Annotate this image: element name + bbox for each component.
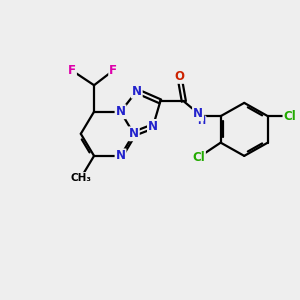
Text: N: N [116,105,126,118]
Text: F: F [109,64,117,77]
Text: Cl: Cl [284,110,296,123]
Text: F: F [68,64,76,77]
Text: N: N [148,120,158,133]
Text: Cl: Cl [192,151,205,164]
Text: CH₃: CH₃ [70,173,91,183]
Text: N: N [129,127,139,140]
Text: N: N [193,107,203,120]
Text: O: O [174,70,184,83]
Text: N: N [116,149,126,162]
Text: N: N [132,85,142,98]
Text: H: H [197,116,206,126]
